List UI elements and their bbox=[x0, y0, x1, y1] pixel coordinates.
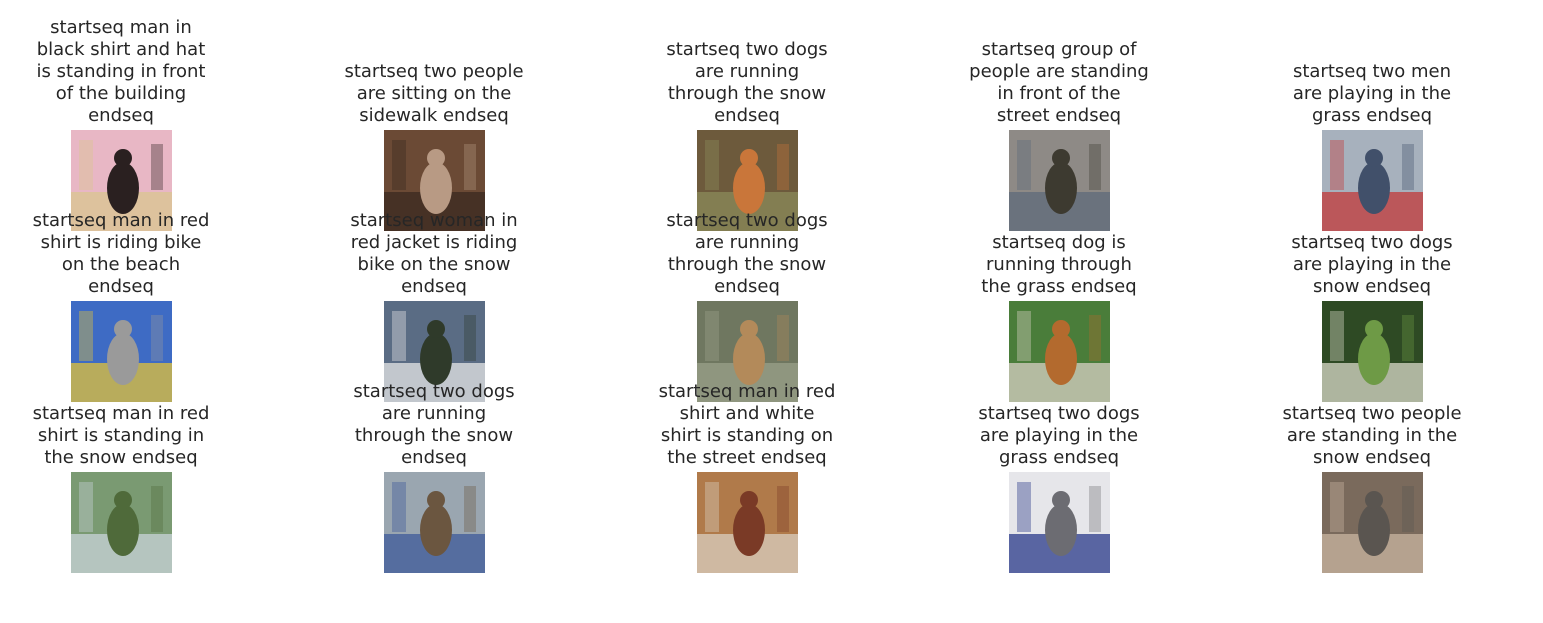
photo-thumbnail bbox=[384, 301, 485, 402]
caption-text: startseq man in red shirt is standing in… bbox=[32, 403, 210, 468]
photo-thumbnail bbox=[1322, 301, 1423, 402]
grid-cell: startseq group of people are standing in… bbox=[969, 11, 1149, 231]
gym-kids-photo bbox=[1322, 472, 1423, 573]
caption-text: startseq two dogs are playing in the sno… bbox=[1291, 232, 1453, 297]
grid-cell: startseq two people are standing in the … bbox=[1282, 353, 1462, 573]
skateboarder-photo bbox=[71, 301, 172, 402]
dog-jumping-ball-photo bbox=[1009, 301, 1110, 402]
grid-cell: startseq two dogs are playing in the gra… bbox=[969, 353, 1149, 573]
caption-text: startseq man in black shirt and hat is s… bbox=[36, 17, 206, 126]
grid-cell: startseq two men are playing in the gras… bbox=[1282, 11, 1462, 231]
grid-cell: startseq two dogs are running through th… bbox=[657, 182, 837, 402]
cyclist-parade-photo bbox=[1322, 130, 1423, 231]
grid-cell: startseq two dogs are playing in the sno… bbox=[1282, 182, 1462, 402]
photo-thumbnail bbox=[697, 472, 798, 573]
photo-thumbnail bbox=[71, 301, 172, 402]
lobby-interior-photo bbox=[697, 472, 798, 573]
snow-kids-photo bbox=[1009, 472, 1110, 573]
grid-cell: startseq man in black shirt and hat is s… bbox=[31, 11, 211, 231]
caption-text: startseq two dogs are running through th… bbox=[353, 381, 515, 468]
caption-text: startseq two men are playing in the gras… bbox=[1292, 61, 1452, 126]
caption-text: startseq two people are standing in the … bbox=[1282, 403, 1462, 468]
caption-text: startseq group of people are standing in… bbox=[969, 39, 1149, 126]
grid-cell: startseq man in red shirt and white shir… bbox=[657, 353, 837, 573]
mountain-valley-photo bbox=[384, 301, 485, 402]
photo-thumbnail bbox=[1009, 130, 1110, 231]
caption-text: startseq two dogs are running through th… bbox=[666, 39, 828, 126]
photo-thumbnail bbox=[697, 130, 798, 231]
photo-thumbnail bbox=[71, 130, 172, 231]
caption-text: startseq man in red shirt is riding bike… bbox=[32, 210, 210, 297]
photo-thumbnail bbox=[1322, 130, 1423, 231]
cat-indoors-photo bbox=[384, 130, 485, 231]
photo-thumbnail bbox=[71, 472, 172, 573]
dog-in-water-photo bbox=[697, 301, 798, 402]
grid-cell: startseq dog is running through the gras… bbox=[969, 182, 1149, 402]
photo-thumbnail bbox=[1322, 472, 1423, 573]
grid-cell: startseq two dogs are running through th… bbox=[344, 353, 524, 573]
dock-dog-photo bbox=[384, 472, 485, 573]
street-crowd-photo bbox=[1009, 130, 1110, 231]
caption-text: startseq two dogs are playing in the gra… bbox=[978, 403, 1140, 468]
photo-thumbnail bbox=[1009, 301, 1110, 402]
caption-text: startseq man in red shirt and white shir… bbox=[658, 381, 836, 468]
forest-path-photo bbox=[1322, 301, 1423, 402]
grid-cell: startseq man in red shirt is standing in… bbox=[31, 353, 211, 573]
woman-singing-photo bbox=[71, 130, 172, 231]
caption-text: startseq dog is running through the gras… bbox=[981, 232, 1137, 297]
grid-cell: startseq woman in red jacket is riding b… bbox=[344, 182, 524, 402]
caption-text: startseq two people are sitting on the s… bbox=[344, 61, 524, 126]
caption-text: startseq woman in red jacket is riding b… bbox=[350, 210, 518, 297]
mountain-hiker-photo bbox=[71, 472, 172, 573]
photo-thumbnail bbox=[384, 130, 485, 231]
photo-thumbnail bbox=[384, 472, 485, 573]
photo-thumbnail bbox=[1009, 472, 1110, 573]
caption-text: startseq two dogs are running through th… bbox=[666, 210, 828, 297]
grid-cell: startseq man in red shirt is riding bike… bbox=[31, 182, 211, 402]
grid-cell: startseq two dogs are running through th… bbox=[657, 11, 837, 231]
grid-cell: startseq two people are sitting on the s… bbox=[344, 11, 524, 231]
photo-thumbnail bbox=[697, 301, 798, 402]
collie-running-photo bbox=[697, 130, 798, 231]
